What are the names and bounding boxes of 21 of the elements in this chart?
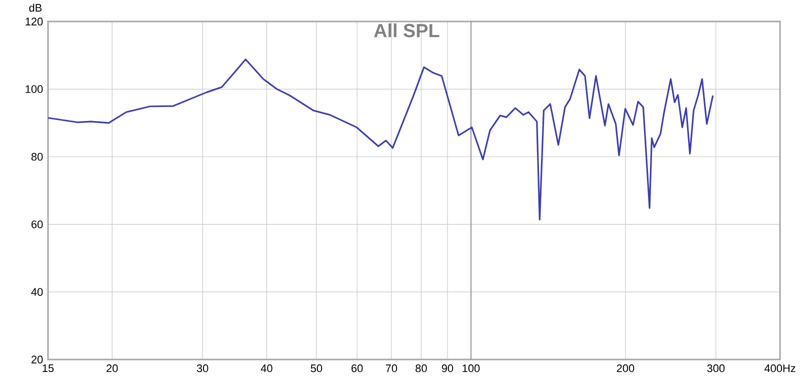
x-tick-label: 15 bbox=[42, 364, 54, 372]
x-tick-label: 70 bbox=[386, 364, 398, 372]
x-tick-label: 90 bbox=[442, 364, 454, 372]
y-tick-label: 40 bbox=[31, 288, 43, 296]
y-tick-label: 80 bbox=[31, 153, 43, 161]
x-tick-label: 300 bbox=[707, 364, 725, 372]
x-tick-label: 40 bbox=[260, 364, 272, 372]
y-tick-label: 20 bbox=[32, 356, 43, 364]
x-tick-label: 200 bbox=[616, 364, 634, 372]
y-tick-label: 60 bbox=[32, 220, 43, 228]
y-tick-label: 100 bbox=[26, 85, 43, 94]
x-tick-label: 400Hz bbox=[764, 364, 796, 372]
x-tick-label: 60 bbox=[352, 364, 363, 372]
y-axis-title: dB bbox=[29, 4, 42, 12]
x-tick-label: 80 bbox=[416, 364, 427, 372]
x-tick-label: 20 bbox=[106, 364, 118, 372]
x-tick-label: 100 bbox=[462, 364, 480, 372]
x-tick-label: 50 bbox=[310, 364, 322, 372]
chart-title: All SPL bbox=[374, 24, 440, 38]
y-tick-label: 120 bbox=[26, 18, 43, 26]
x-tick-label: 30 bbox=[196, 364, 208, 372]
